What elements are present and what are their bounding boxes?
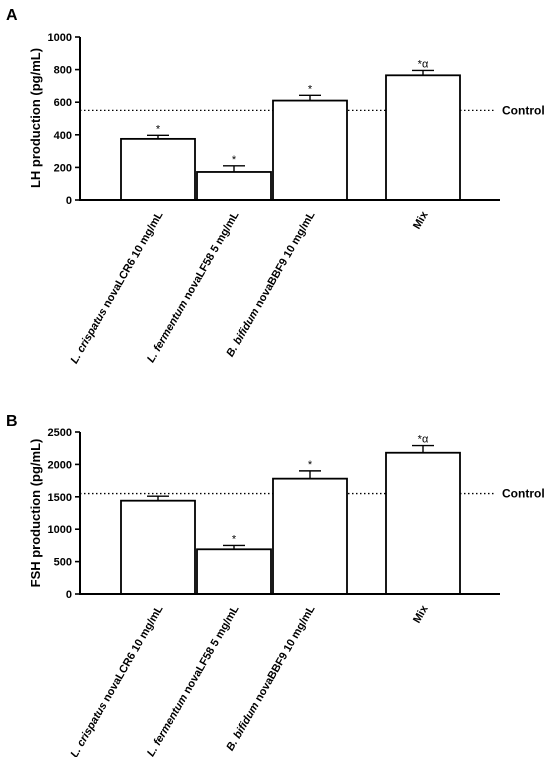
category-label-strain: novaLCR6 10 mg/mL: [99, 603, 165, 706]
bar: [385, 451, 461, 595]
significance-mark: *α: [418, 58, 429, 70]
category-label: L. fermentum novaLF58 5 mg/mL: [145, 603, 242, 757]
category-label-strain: Mix: [411, 603, 431, 626]
bar: [196, 548, 272, 595]
bar: [120, 499, 196, 595]
panel-label: B: [6, 413, 18, 430]
bar: [196, 171, 272, 201]
y-tick-label: 1000: [48, 524, 72, 536]
bar: [272, 477, 348, 595]
category-label: Mix: [411, 209, 431, 232]
y-tick-label: 200: [54, 162, 72, 174]
panel-label: A: [6, 7, 18, 24]
category-label: L. crispatus novaLCR6 10 mg/mL: [68, 603, 165, 757]
category-label: B. bifidum novaBBF9 10 mg/mL: [224, 209, 317, 359]
category-label: Mix: [411, 603, 431, 626]
category-label-species: B. bifidum: [224, 700, 261, 753]
category-label-strain: novaBBF9 10 mg/mL: [251, 603, 317, 706]
category-label-species: B. bifidum: [224, 306, 261, 359]
y-tick-label: 0: [66, 589, 72, 601]
bar: [120, 137, 196, 201]
chart-panel-a: A LH production (pg/mL) 0 200 400 600 800 1000 C…: [6, 7, 545, 366]
category-label: L. crispatus novaLCR6 10 mg/mL: [68, 209, 165, 366]
y-tick-label: 500: [54, 557, 72, 569]
category-label: B. bifidum novaBBF9 10 mg/mL: [224, 603, 317, 753]
category-label-species: L. crispatus: [68, 700, 109, 757]
significance-mark: *: [308, 83, 313, 95]
significance-mark: *: [232, 533, 237, 545]
y-tick-label: 1000: [48, 32, 72, 44]
category-label-strain: Mix: [411, 209, 431, 232]
category-label-strain: novaLCR6 10 mg/mL: [99, 209, 165, 312]
y-tick-label: 2000: [48, 459, 72, 471]
y-axis-title: FSH production (pg/mL): [28, 439, 43, 588]
category-label-species: L. fermentum: [145, 298, 190, 365]
category-label: L. fermentum novaLF58 5 mg/mL: [145, 209, 242, 365]
bar: [385, 74, 461, 201]
significance-mark: *α: [418, 434, 429, 446]
control-label: Control: [502, 487, 545, 501]
y-tick-label: 1500: [48, 492, 72, 504]
category-label-strain: novaLF58 5 mg/mL: [180, 209, 242, 304]
chart-panel-b: B FSH production (pg/mL) 0 500 1000 1500 2000 2…: [6, 413, 545, 757]
significance-mark: *: [156, 123, 161, 135]
y-tick-label: 800: [54, 65, 72, 77]
y-tick-label: 600: [54, 97, 72, 109]
y-tick-label: 0: [66, 195, 72, 207]
category-label-strain: novaLF58 5 mg/mL: [180, 603, 242, 698]
bar: [272, 99, 348, 201]
significance-mark: *: [232, 154, 237, 166]
y-axis-title: LH production (pg/mL): [28, 48, 43, 188]
significance-mark: *: [308, 459, 313, 471]
control-label: Control: [502, 103, 545, 117]
y-tick-label: 2500: [48, 427, 72, 439]
category-label-species: L. crispatus: [68, 306, 109, 365]
category-label-strain: novaBBF9 10 mg/mL: [251, 209, 317, 312]
category-label-species: L. fermentum: [145, 692, 190, 757]
y-tick-label: 400: [54, 130, 72, 142]
